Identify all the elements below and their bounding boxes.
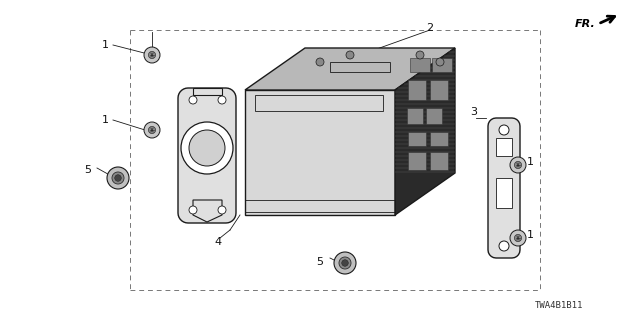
Bar <box>430 80 448 100</box>
Bar <box>330 62 390 72</box>
Polygon shape <box>178 88 236 223</box>
Circle shape <box>181 122 233 174</box>
Bar <box>496 138 512 156</box>
Circle shape <box>342 260 348 266</box>
Bar <box>408 132 426 146</box>
Polygon shape <box>395 48 455 215</box>
Bar <box>430 152 448 170</box>
Circle shape <box>148 52 156 59</box>
Bar <box>426 108 442 124</box>
Bar <box>408 80 426 100</box>
Text: 1: 1 <box>527 230 534 240</box>
Polygon shape <box>245 48 455 90</box>
Text: TWA4B1B11: TWA4B1B11 <box>535 300 584 309</box>
Circle shape <box>144 47 160 63</box>
Circle shape <box>510 157 526 173</box>
Text: 1: 1 <box>102 115 109 125</box>
Circle shape <box>334 252 356 274</box>
Text: 1: 1 <box>102 40 109 50</box>
Circle shape <box>189 96 197 104</box>
Bar <box>407 108 423 124</box>
Circle shape <box>346 51 354 59</box>
Polygon shape <box>245 90 395 215</box>
Circle shape <box>107 167 129 189</box>
Polygon shape <box>193 200 222 222</box>
Text: 2: 2 <box>426 23 433 33</box>
Text: 5: 5 <box>317 257 323 267</box>
Bar <box>432 58 452 72</box>
Bar <box>245 200 395 212</box>
Bar <box>408 152 426 170</box>
Circle shape <box>436 58 444 66</box>
Bar <box>255 95 383 111</box>
Circle shape <box>189 130 225 166</box>
Circle shape <box>218 206 226 214</box>
Circle shape <box>115 175 122 181</box>
Circle shape <box>515 161 522 169</box>
Polygon shape <box>193 88 222 95</box>
Circle shape <box>499 125 509 135</box>
Text: 5: 5 <box>84 165 92 175</box>
Circle shape <box>515 235 522 242</box>
Circle shape <box>316 58 324 66</box>
Circle shape <box>148 126 156 134</box>
Bar <box>410 58 430 72</box>
Circle shape <box>416 51 424 59</box>
Polygon shape <box>488 118 520 258</box>
Bar <box>430 132 448 146</box>
Circle shape <box>339 257 351 269</box>
Circle shape <box>144 122 160 138</box>
Text: 1: 1 <box>527 157 534 167</box>
Circle shape <box>499 241 509 251</box>
Text: FR.: FR. <box>575 19 596 29</box>
Text: 3: 3 <box>470 107 477 117</box>
Circle shape <box>510 230 526 246</box>
Circle shape <box>112 172 124 184</box>
Text: 4: 4 <box>214 237 221 247</box>
Bar <box>496 178 512 208</box>
Circle shape <box>218 96 226 104</box>
Circle shape <box>189 206 197 214</box>
